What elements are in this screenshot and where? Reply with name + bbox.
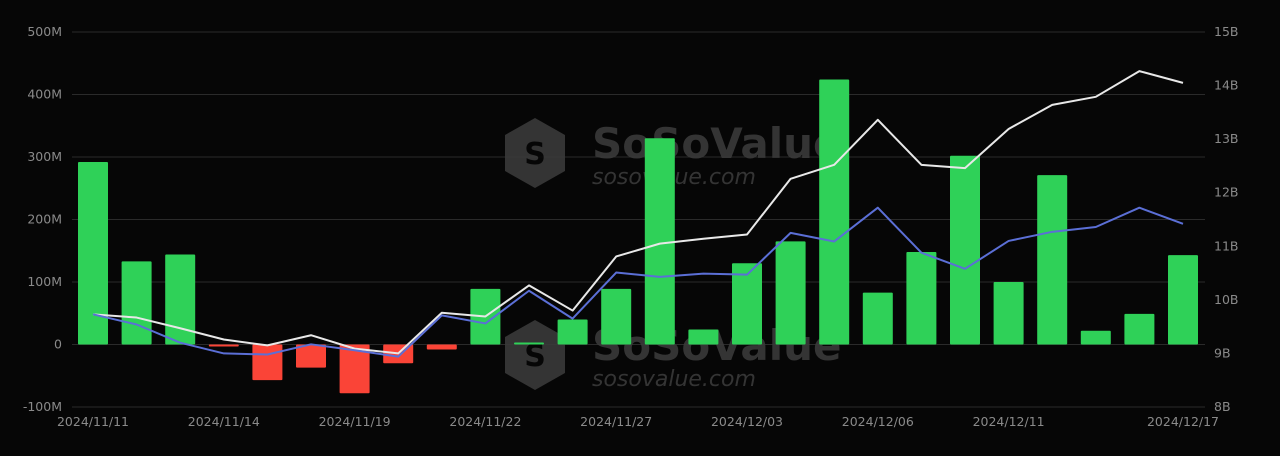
line-series-white: [92, 70, 1184, 355]
line-series-blue: [92, 206, 1184, 358]
bar: [78, 162, 108, 345]
bar: [819, 79, 850, 345]
right-axis-tick-label: 12B: [1214, 185, 1238, 200]
right-axis-tick-label: 8B: [1214, 399, 1231, 414]
x-axis-tick-label: 2024/11/11: [57, 414, 129, 429]
x-axis-tick-label: 2024/11/19: [319, 414, 391, 429]
bar: [426, 344, 457, 350]
axis-labels: -100M 0 100M 200M 300M 400M 500M 8B 9B 10B 11B 12B 1…: [23, 24, 1239, 429]
left-axis-tick-label: 500M: [27, 24, 62, 39]
x-axis-tick-label: 2024/12/11: [973, 414, 1045, 429]
left-axis-tick-label: 100M: [27, 274, 62, 289]
watermark-brand: SoSoValue: [592, 119, 842, 168]
line-series: [92, 70, 1184, 358]
right-axis-tick-label: 11B: [1214, 238, 1238, 253]
bar: [165, 254, 196, 345]
bar: [862, 292, 893, 345]
right-axis-tick-label: 15B: [1214, 24, 1238, 39]
x-axis-tick-label: 2024/12/06: [842, 414, 914, 429]
watermark-url: sosovalue.com: [592, 367, 756, 392]
bar: [775, 241, 806, 345]
sosovalue-logo-icon: S: [505, 320, 565, 390]
bar: [601, 288, 632, 345]
bar: [252, 344, 283, 381]
bar: [1080, 330, 1111, 345]
right-axis-tick-label: 14B: [1214, 78, 1238, 93]
bar: [688, 329, 719, 345]
bar: [906, 252, 937, 345]
svg-text:S: S: [524, 137, 546, 172]
bar: [514, 342, 544, 345]
x-axis-tick-label: 2024/11/27: [580, 414, 652, 429]
bar: [296, 344, 326, 368]
bar: [208, 344, 239, 347]
right-axis-tick-label: 13B: [1214, 131, 1238, 146]
bar-series: [78, 79, 1198, 394]
right-axis-tick-label: 10B: [1214, 292, 1238, 307]
svg-text:S: S: [524, 339, 546, 374]
bar: [732, 263, 762, 345]
x-axis-tick-label: 2024/11/22: [449, 414, 521, 429]
bar: [1168, 255, 1198, 345]
bar: [950, 155, 980, 345]
bar: [1037, 175, 1068, 345]
right-axis-tick-label: 9B: [1214, 345, 1231, 360]
left-axis-tick-label: -100M: [23, 399, 62, 414]
x-axis-tick-label: 2024/11/14: [188, 414, 260, 429]
bar: [644, 138, 675, 345]
bar: [121, 261, 152, 345]
watermark-top: S SoSoValue sosovalue.com: [505, 118, 842, 190]
left-axis-tick-label: 400M: [27, 87, 62, 102]
bar: [1124, 313, 1155, 345]
bar: [993, 282, 1024, 345]
sosovalue-logo-icon: S: [505, 118, 565, 188]
bar: [557, 319, 588, 345]
x-axis-tick-label: 2024/12/03: [711, 414, 783, 429]
bar: [339, 344, 370, 394]
x-axis-tick-label: 2024/12/17: [1147, 414, 1219, 429]
left-axis-tick-label: 200M: [27, 212, 62, 227]
left-axis-tick-label: 0: [54, 337, 62, 352]
left-axis-tick-label: 300M: [27, 149, 62, 164]
